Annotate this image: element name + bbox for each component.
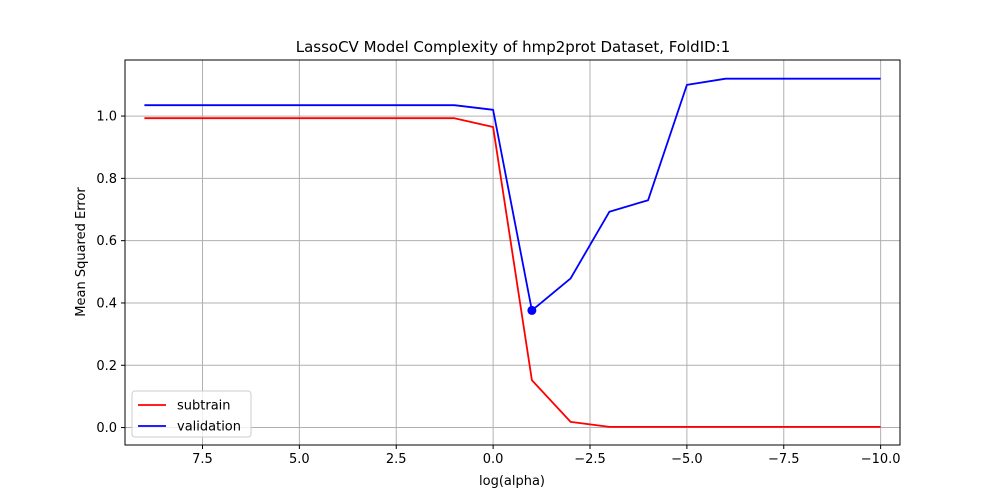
series-line-subtrain: [144, 117, 881, 428]
x-tick-label: 0.0: [483, 452, 504, 467]
series-lines: [144, 77, 881, 428]
x-tick-label: −10.0: [861, 452, 901, 467]
x-tick-label: 5.0: [289, 452, 310, 467]
y-tick-label: 0.8: [96, 172, 117, 187]
y-tick-label: 0.4: [96, 296, 117, 311]
legend-label-validation: validation: [177, 420, 241, 435]
x-tick-label: −7.5: [768, 452, 800, 467]
chart-title: LassoCV Model Complexity of hmp2prot Dat…: [296, 38, 731, 56]
y-tick-label: 1.0: [96, 110, 117, 125]
grid: [125, 60, 900, 445]
x-axis-ticks: 7.5 5.0 2.5 0.0 −2.5 −5.0 −7.5 −10.0: [192, 445, 901, 467]
y-tick-label: 0.6: [96, 234, 117, 249]
x-axis-label: log(alpha): [479, 474, 545, 489]
series-line-validation: [144, 77, 881, 312]
y-tick-label: 0.0: [96, 421, 117, 436]
x-tick-label: 2.5: [386, 452, 407, 467]
legend: subtrain validation: [131, 390, 252, 438]
highlight-markers: [527, 305, 537, 315]
min-validation-marker: [527, 305, 537, 315]
y-tick-label: 0.2: [96, 359, 117, 374]
x-tick-label: −5.0: [671, 452, 703, 467]
x-tick-label: 7.5: [192, 452, 213, 467]
plot-frame: [124, 59, 901, 446]
legend-label-subtrain: subtrain: [177, 399, 231, 414]
y-axis-label: Mean Squared Error: [74, 187, 89, 317]
y-axis-ticks: 0.0 0.2 0.4 0.6 0.8 1.0: [96, 110, 125, 436]
x-tick-label: −2.5: [574, 452, 606, 467]
